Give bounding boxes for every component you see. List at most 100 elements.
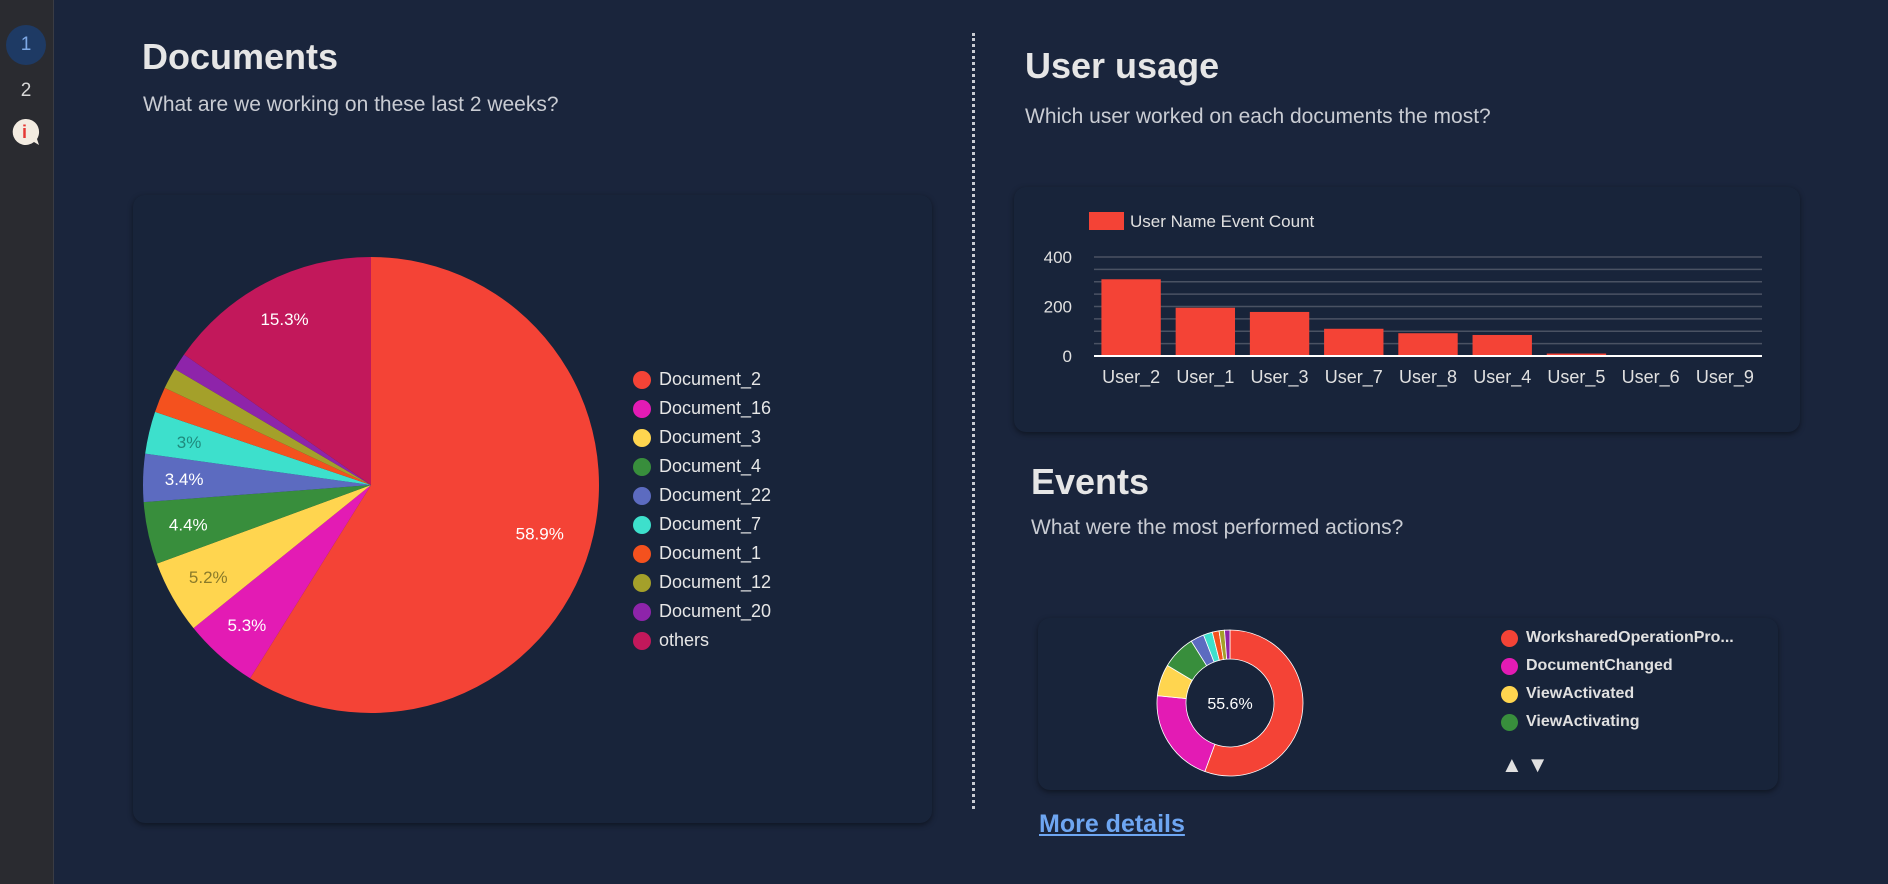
events-donut-chart: 55.6%: [1156, 629, 1304, 777]
bar-user-8[interactable]: [1398, 333, 1458, 356]
documents-subtitle: What are we working on these last 2 week…: [143, 93, 559, 116]
legend-swatch: [633, 573, 651, 592]
x-tick-label: User_2: [1102, 367, 1160, 388]
legend-label: Document_20: [659, 601, 772, 621]
bar-legend-swatch: [1089, 212, 1124, 230]
legend-item-document-7[interactable]: Document_7: [633, 514, 761, 535]
legend-label: Document_12: [659, 572, 772, 592]
legend-swatch: [633, 631, 651, 650]
legend-item-document-22[interactable]: Document_22: [633, 485, 771, 506]
pie-slice-others[interactable]: [184, 257, 371, 485]
legend-page-up-button[interactable]: ▲: [1501, 752, 1523, 777]
pie-slice-document-22[interactable]: [143, 453, 371, 503]
pie-slice-document-12[interactable]: [164, 368, 371, 485]
legend-item-document-20[interactable]: Document_20: [633, 601, 771, 622]
pie-slice-document-2[interactable]: [250, 257, 599, 713]
donut-slice-worksharedoperationpro[interactable]: [1204, 629, 1304, 777]
pie-label-document-4: 4.4%: [169, 516, 208, 535]
legend-label: Document_7: [659, 514, 762, 534]
legend-label: WorksharedOperationPro...: [1526, 629, 1734, 646]
legend-item-document-1[interactable]: Document_1: [633, 543, 761, 564]
x-tick-label: User_9: [1696, 367, 1754, 388]
legend-item-document-3[interactable]: Document_3: [633, 427, 761, 448]
donut-center-label: 55.6%: [1207, 696, 1252, 713]
bar-user-5[interactable]: [1546, 353, 1607, 356]
legend-swatch: [1501, 685, 1518, 703]
pie-slice-document-1[interactable]: [155, 387, 371, 485]
events-card: 55.6% WorksharedOperationPro... DocumentC…: [1038, 618, 1778, 790]
events-title: Events: [1031, 461, 1150, 502]
user-usage-bar-chart: User Name Event Count 0 200 400 User_2 User_1…: [1044, 212, 1762, 388]
legend-swatch: [1501, 713, 1518, 731]
page-1-button[interactable]: 1: [6, 25, 46, 65]
legend-label: DocumentChanged: [1526, 657, 1673, 674]
pie-label-document-16: 5.3%: [228, 616, 267, 635]
legend-label: Document_16: [659, 398, 772, 418]
x-tick-label: User_6: [1622, 367, 1680, 388]
x-tick-label: User_1: [1176, 367, 1234, 388]
legend-swatch: [633, 544, 651, 563]
legend-item-document-2[interactable]: Document_2: [633, 369, 761, 390]
legend-label: Document_22: [659, 485, 772, 505]
pie-label-document-3: 5.2%: [189, 568, 228, 587]
pie-slice-document-7[interactable]: [145, 411, 371, 485]
pie-label-document-7: 3%: [177, 433, 202, 452]
x-tick-label: User_5: [1547, 367, 1605, 388]
bar-legend-label[interactable]: User Name Event Count: [1130, 212, 1315, 231]
bar-user-2[interactable]: [1101, 279, 1161, 356]
y-tick-label: 400: [1044, 248, 1072, 267]
bar-user-7[interactable]: [1324, 328, 1384, 356]
legend-item-documentchanged[interactable]: DocumentChanged: [1501, 657, 1673, 675]
legend-swatch: [633, 399, 651, 418]
bar-user-1[interactable]: [1175, 307, 1236, 356]
more-details-link[interactable]: More details: [1039, 810, 1185, 838]
legend-swatch: [633, 370, 651, 389]
pie-slice-document-4[interactable]: [143, 485, 371, 564]
legend-item-viewactivating[interactable]: ViewActivating: [1501, 713, 1640, 731]
legend-swatch: [1501, 657, 1518, 675]
legend-label: Document_3: [659, 427, 762, 447]
legend-item-others[interactable]: others: [633, 630, 709, 651]
donut-slice-documentchanged[interactable]: [1156, 695, 1216, 773]
pie-label-document-22: 3.4%: [165, 470, 204, 489]
legend-page-down-button[interactable]: ▼: [1526, 752, 1549, 777]
user-usage-subtitle: Which user worked on each documents the …: [1025, 105, 1491, 128]
pie-slice-document-20[interactable]: [174, 354, 371, 485]
pie-slice-document-16[interactable]: [193, 485, 371, 679]
info-icon-glyph: i: [22, 122, 27, 142]
legend-swatch: [633, 515, 651, 534]
documents-pie-chart: 58.9% 5.3% 5.2% 4.4% 3.4% 3% 15.3%: [143, 257, 599, 713]
user-usage-card: User Name Event Count 0 200 400 User_2 User_1…: [1014, 187, 1800, 432]
legend-swatch: [1501, 629, 1518, 647]
legend-label: ViewActivated: [1526, 685, 1635, 702]
legend-label: others: [659, 630, 710, 650]
bar-user-3[interactable]: [1249, 311, 1310, 356]
legend-item-worksharedoperationpro[interactable]: WorksharedOperationPro...: [1501, 629, 1734, 647]
legend-label: Document_1: [659, 543, 762, 563]
user-usage-title: User usage: [1025, 45, 1220, 86]
legend-swatch: [633, 602, 651, 621]
pie-label-document-2: 58.9%: [516, 524, 564, 543]
page-2-button[interactable]: 2: [20, 80, 32, 101]
legend-item-document-12[interactable]: Document_12: [633, 572, 771, 593]
y-tick-label: 200: [1044, 298, 1072, 317]
events-subtitle: What were the most performed actions?: [1031, 516, 1404, 539]
pie-label-others: 15.3%: [260, 310, 308, 329]
legend-item-document-16[interactable]: Document_16: [633, 398, 771, 419]
legend-item-document-4[interactable]: Document_4: [633, 456, 761, 477]
pie-slice-document-3[interactable]: [156, 485, 371, 629]
x-tick-label: User_7: [1325, 367, 1383, 388]
bar-user-4[interactable]: [1472, 334, 1532, 356]
x-tick-label: User_3: [1251, 367, 1309, 388]
documents-title: Documents: [142, 36, 339, 77]
page-sidebar: 1 2 i: [0, 0, 54, 884]
x-tick-label: User_4: [1473, 367, 1531, 388]
legend-item-viewactivated[interactable]: ViewActivated: [1501, 685, 1634, 703]
legend-swatch: [633, 486, 651, 505]
donut-slice-other-5[interactable]: [1224, 629, 1231, 660]
section-divider: [972, 33, 975, 809]
documents-card: 58.9% 5.3% 5.2% 4.4% 3.4% 3% 15.3% Document_2 D…: [133, 195, 932, 823]
legend-label: Document_2: [659, 369, 762, 389]
info-icon[interactable]: i: [10, 117, 40, 147]
x-tick-label: User_8: [1399, 367, 1457, 388]
